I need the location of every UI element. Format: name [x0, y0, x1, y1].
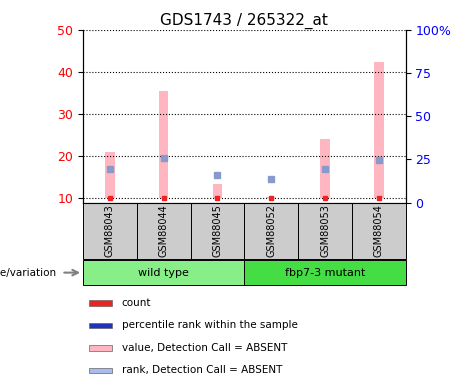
Text: count: count: [122, 298, 151, 308]
Bar: [374, 62, 384, 198]
Bar: [244, 260, 406, 285]
Text: value, Detection Call = ABSENT: value, Detection Call = ABSENT: [122, 343, 287, 353]
Bar: [298, 202, 352, 259]
Text: GSM88044: GSM88044: [159, 204, 169, 257]
Text: GSM88043: GSM88043: [105, 204, 115, 257]
Text: GSM88054: GSM88054: [374, 204, 384, 257]
Bar: [89, 323, 112, 328]
Text: GSM88053: GSM88053: [320, 204, 330, 257]
Text: GSM88052: GSM88052: [266, 204, 276, 257]
Bar: [89, 345, 112, 351]
Text: genotype/variation: genotype/variation: [0, 268, 56, 278]
Bar: [83, 202, 137, 259]
Bar: [320, 140, 330, 198]
Text: rank, Detection Call = ABSENT: rank, Detection Call = ABSENT: [122, 366, 282, 375]
Bar: [213, 184, 222, 198]
Text: fbp7-3 mutant: fbp7-3 mutant: [285, 268, 365, 278]
Bar: [137, 202, 190, 259]
Bar: [190, 202, 244, 259]
Text: GSM88045: GSM88045: [213, 204, 223, 257]
Bar: [89, 300, 112, 306]
Bar: [83, 260, 244, 285]
Text: wild type: wild type: [138, 268, 189, 278]
Bar: [352, 202, 406, 259]
Bar: [105, 152, 115, 198]
Bar: [244, 202, 298, 259]
Text: percentile rank within the sample: percentile rank within the sample: [122, 321, 298, 330]
Bar: [159, 91, 168, 198]
Bar: [89, 368, 112, 373]
Title: GDS1743 / 265322_at: GDS1743 / 265322_at: [160, 12, 328, 28]
